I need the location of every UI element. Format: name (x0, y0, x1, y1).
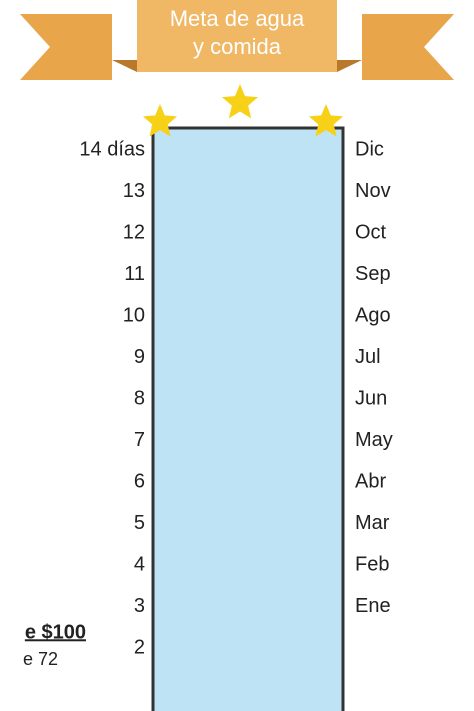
day-label: 11 (124, 263, 145, 285)
month-label: Jun (355, 387, 387, 409)
star (222, 84, 258, 118)
day-label: 3 (134, 595, 145, 617)
day-label: 4 (134, 553, 145, 575)
month-label: Mar (355, 512, 390, 534)
month-label: Abr (355, 470, 386, 492)
month-label: Oct (355, 221, 387, 243)
day-label: 5 (134, 512, 145, 534)
month-label: Sep (355, 263, 391, 285)
day-label: 6 (134, 470, 145, 492)
month-label: Ene (355, 595, 391, 617)
month-label: May (355, 429, 393, 451)
day-label: 8 (134, 387, 145, 409)
banner-line: Meta de agua (170, 6, 305, 31)
ribbon-tail-left (20, 14, 112, 80)
note-title: e $100 (25, 621, 86, 643)
month-label: Nov (355, 180, 391, 202)
day-label: 10 (123, 304, 145, 326)
day-label: 14 días (79, 138, 145, 160)
month-label: Feb (355, 553, 389, 575)
banner-line: y comida (193, 34, 282, 59)
month-label: Jul (355, 346, 381, 368)
month-label: Dic (355, 138, 384, 160)
day-label: 9 (134, 346, 145, 368)
note-text: e 72 (23, 649, 58, 669)
day-label: 2 (134, 636, 145, 658)
day-label: 12 (123, 221, 145, 243)
goal-column (153, 128, 343, 711)
day-label: 13 (123, 180, 145, 202)
day-label: 7 (134, 429, 145, 451)
ribbon-fold-left (112, 60, 137, 72)
ribbon-tail-right (362, 14, 454, 80)
ribbon-fold-right (337, 60, 362, 72)
month-label: Ago (355, 304, 391, 326)
goal-tracker: Meta de agua y comida 14 días 13 12 11 10 9 8 7… (0, 0, 474, 711)
